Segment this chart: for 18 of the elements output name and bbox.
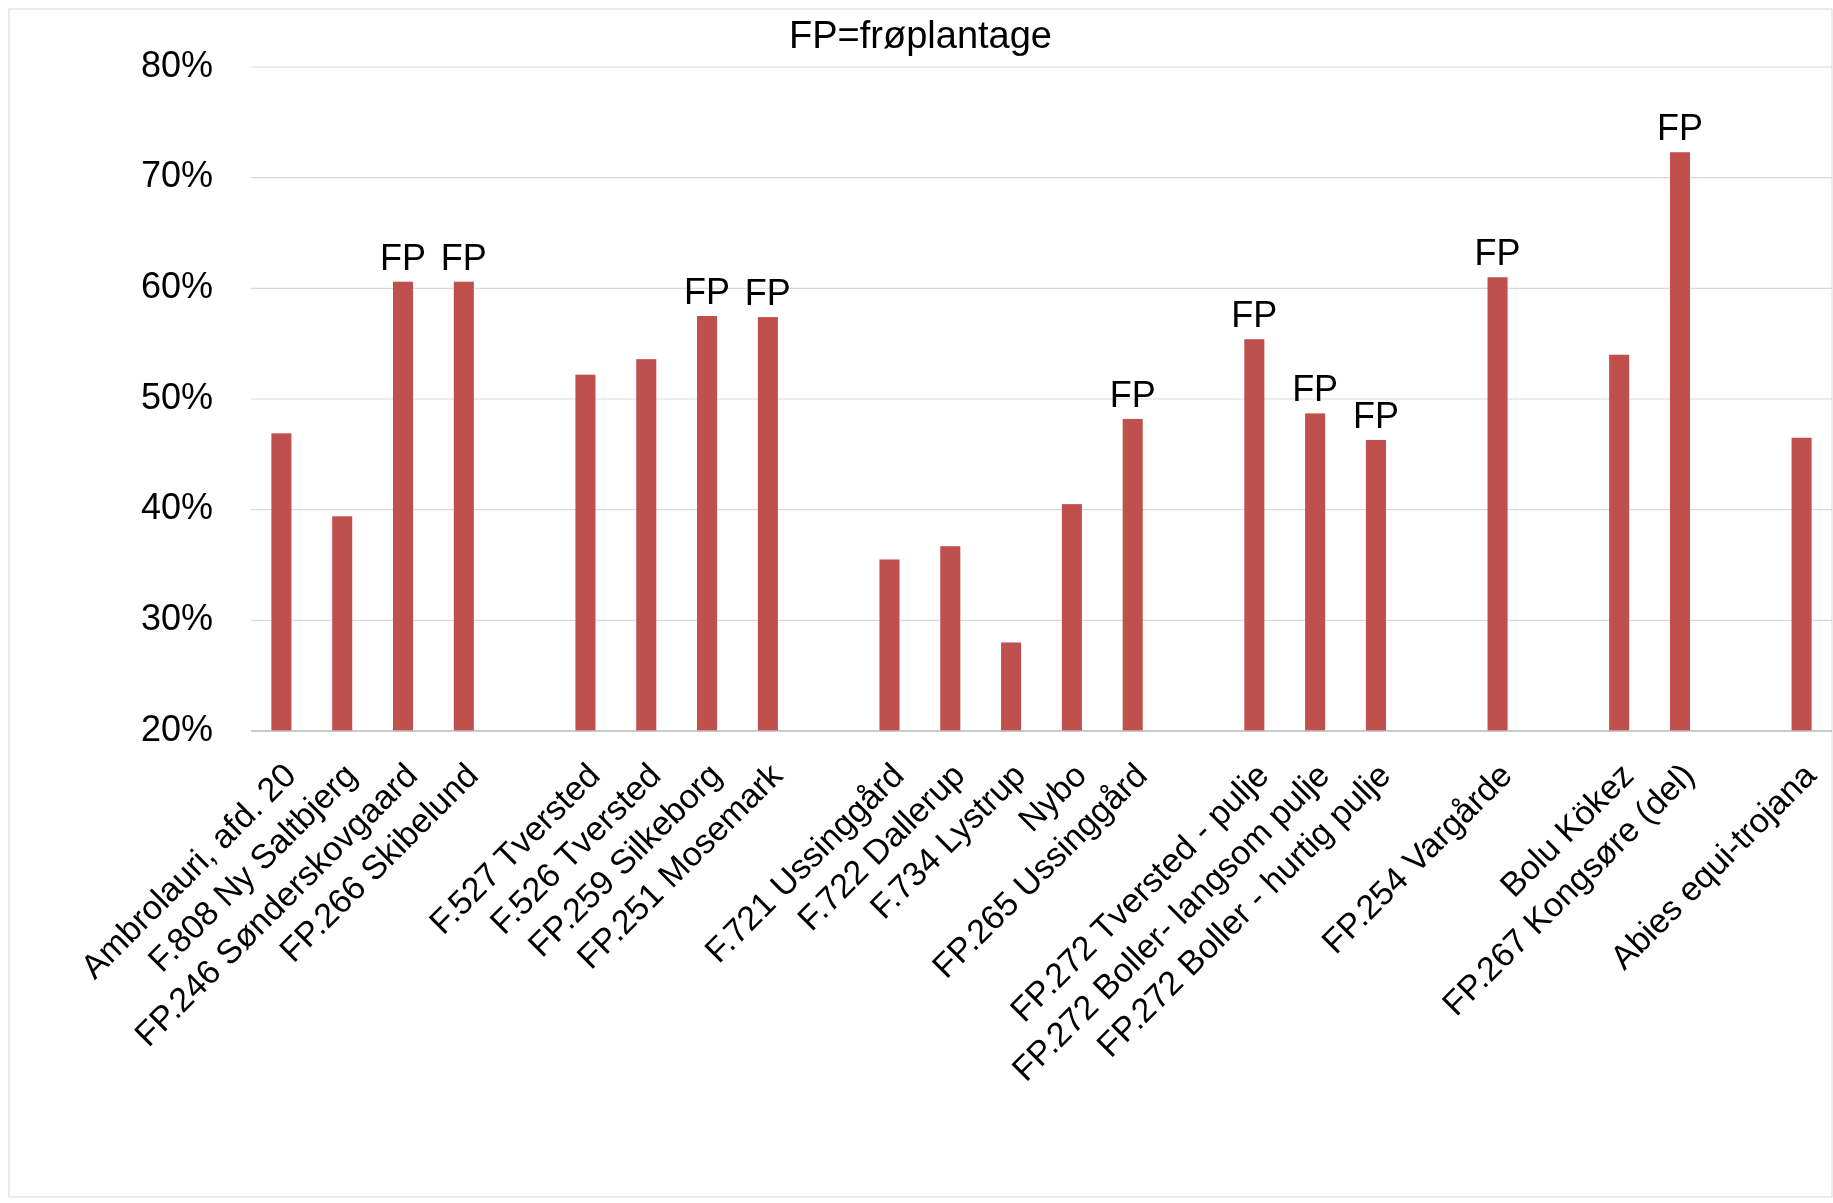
annotation: FP: [1231, 294, 1278, 336]
y-tick-label: 40%: [140, 486, 213, 528]
annotation: FP: [1352, 394, 1399, 436]
annotation: FP: [1656, 107, 1703, 149]
y-tick-label: 60%: [140, 264, 213, 306]
y-tick-label: 80%: [140, 43, 213, 85]
annotation: FP: [1292, 368, 1339, 410]
annotation: FP: [380, 236, 427, 278]
y-tick-label: 20%: [140, 707, 213, 749]
y-tick-label: 50%: [140, 375, 213, 417]
annotation: FP: [684, 271, 731, 312]
y-tick-label: 30%: [140, 596, 213, 638]
annotation: FP: [744, 272, 791, 314]
annotation: FP: [1109, 373, 1156, 415]
annotation: FP: [1474, 232, 1521, 274]
annotation: FP: [440, 236, 487, 278]
y-tick-label: 70%: [140, 154, 213, 196]
chart-title: FP=frøplantage: [789, 14, 1052, 57]
